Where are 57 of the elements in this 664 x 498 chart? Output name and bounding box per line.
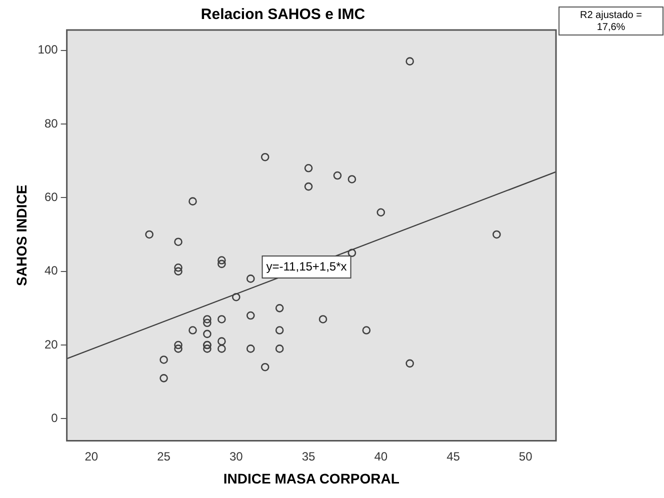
point (174, 238, 182, 246)
point (246, 311, 255, 320)
x-tick-label: 25 (157, 449, 171, 464)
point (218, 337, 226, 346)
y-tick-label: 60 (44, 190, 58, 204)
point (174, 267, 182, 276)
annotation: y=-11,15+1,5*x (266, 259, 347, 274)
x-tick-label: 20 (84, 449, 98, 464)
point (348, 175, 356, 184)
x-tick-label: 30 (229, 449, 244, 464)
point (275, 344, 284, 353)
point (246, 274, 255, 283)
x-tick-label: 45 (446, 449, 460, 464)
point (318, 315, 328, 324)
point (260, 362, 270, 372)
point (275, 326, 284, 334)
point (160, 374, 168, 382)
y-tick-label: 0 (51, 411, 58, 426)
point (260, 152, 270, 162)
point (145, 230, 154, 239)
point (304, 164, 313, 172)
x-tick-label: 50 (518, 449, 533, 464)
point (348, 248, 356, 258)
y-axis-title: SAHOS INDICE (13, 184, 30, 286)
point (174, 344, 182, 353)
point (406, 57, 414, 66)
x-axis-title: INDICE MASA CORPORAL (223, 470, 400, 486)
point (492, 230, 501, 239)
x-tick-label: 40 (374, 449, 388, 464)
point (188, 326, 197, 334)
point (203, 315, 212, 324)
point (376, 208, 386, 217)
point (362, 326, 371, 334)
point (203, 330, 212, 338)
point (203, 344, 212, 353)
y-tick-label: 80 (44, 116, 58, 130)
x-tick-label: 35 (302, 449, 316, 464)
point (333, 171, 342, 180)
point (232, 292, 240, 302)
point (188, 197, 197, 206)
point (174, 263, 182, 272)
y-tick-label: 40 (44, 264, 58, 278)
point (275, 304, 284, 312)
point (218, 260, 226, 268)
point (203, 318, 212, 328)
text: R2 ajustado = 17,6% (580, 10, 642, 33)
point (218, 344, 226, 353)
chart-title: Relacion SAHOS e IMC (200, 6, 366, 24)
y-tick-label: 100 (38, 42, 58, 57)
point (174, 340, 182, 350)
point (218, 256, 226, 264)
point (246, 344, 255, 353)
point (304, 182, 313, 191)
y-tick-label: 20 (44, 337, 58, 352)
point (406, 359, 414, 368)
point (218, 315, 226, 324)
point (160, 356, 168, 364)
